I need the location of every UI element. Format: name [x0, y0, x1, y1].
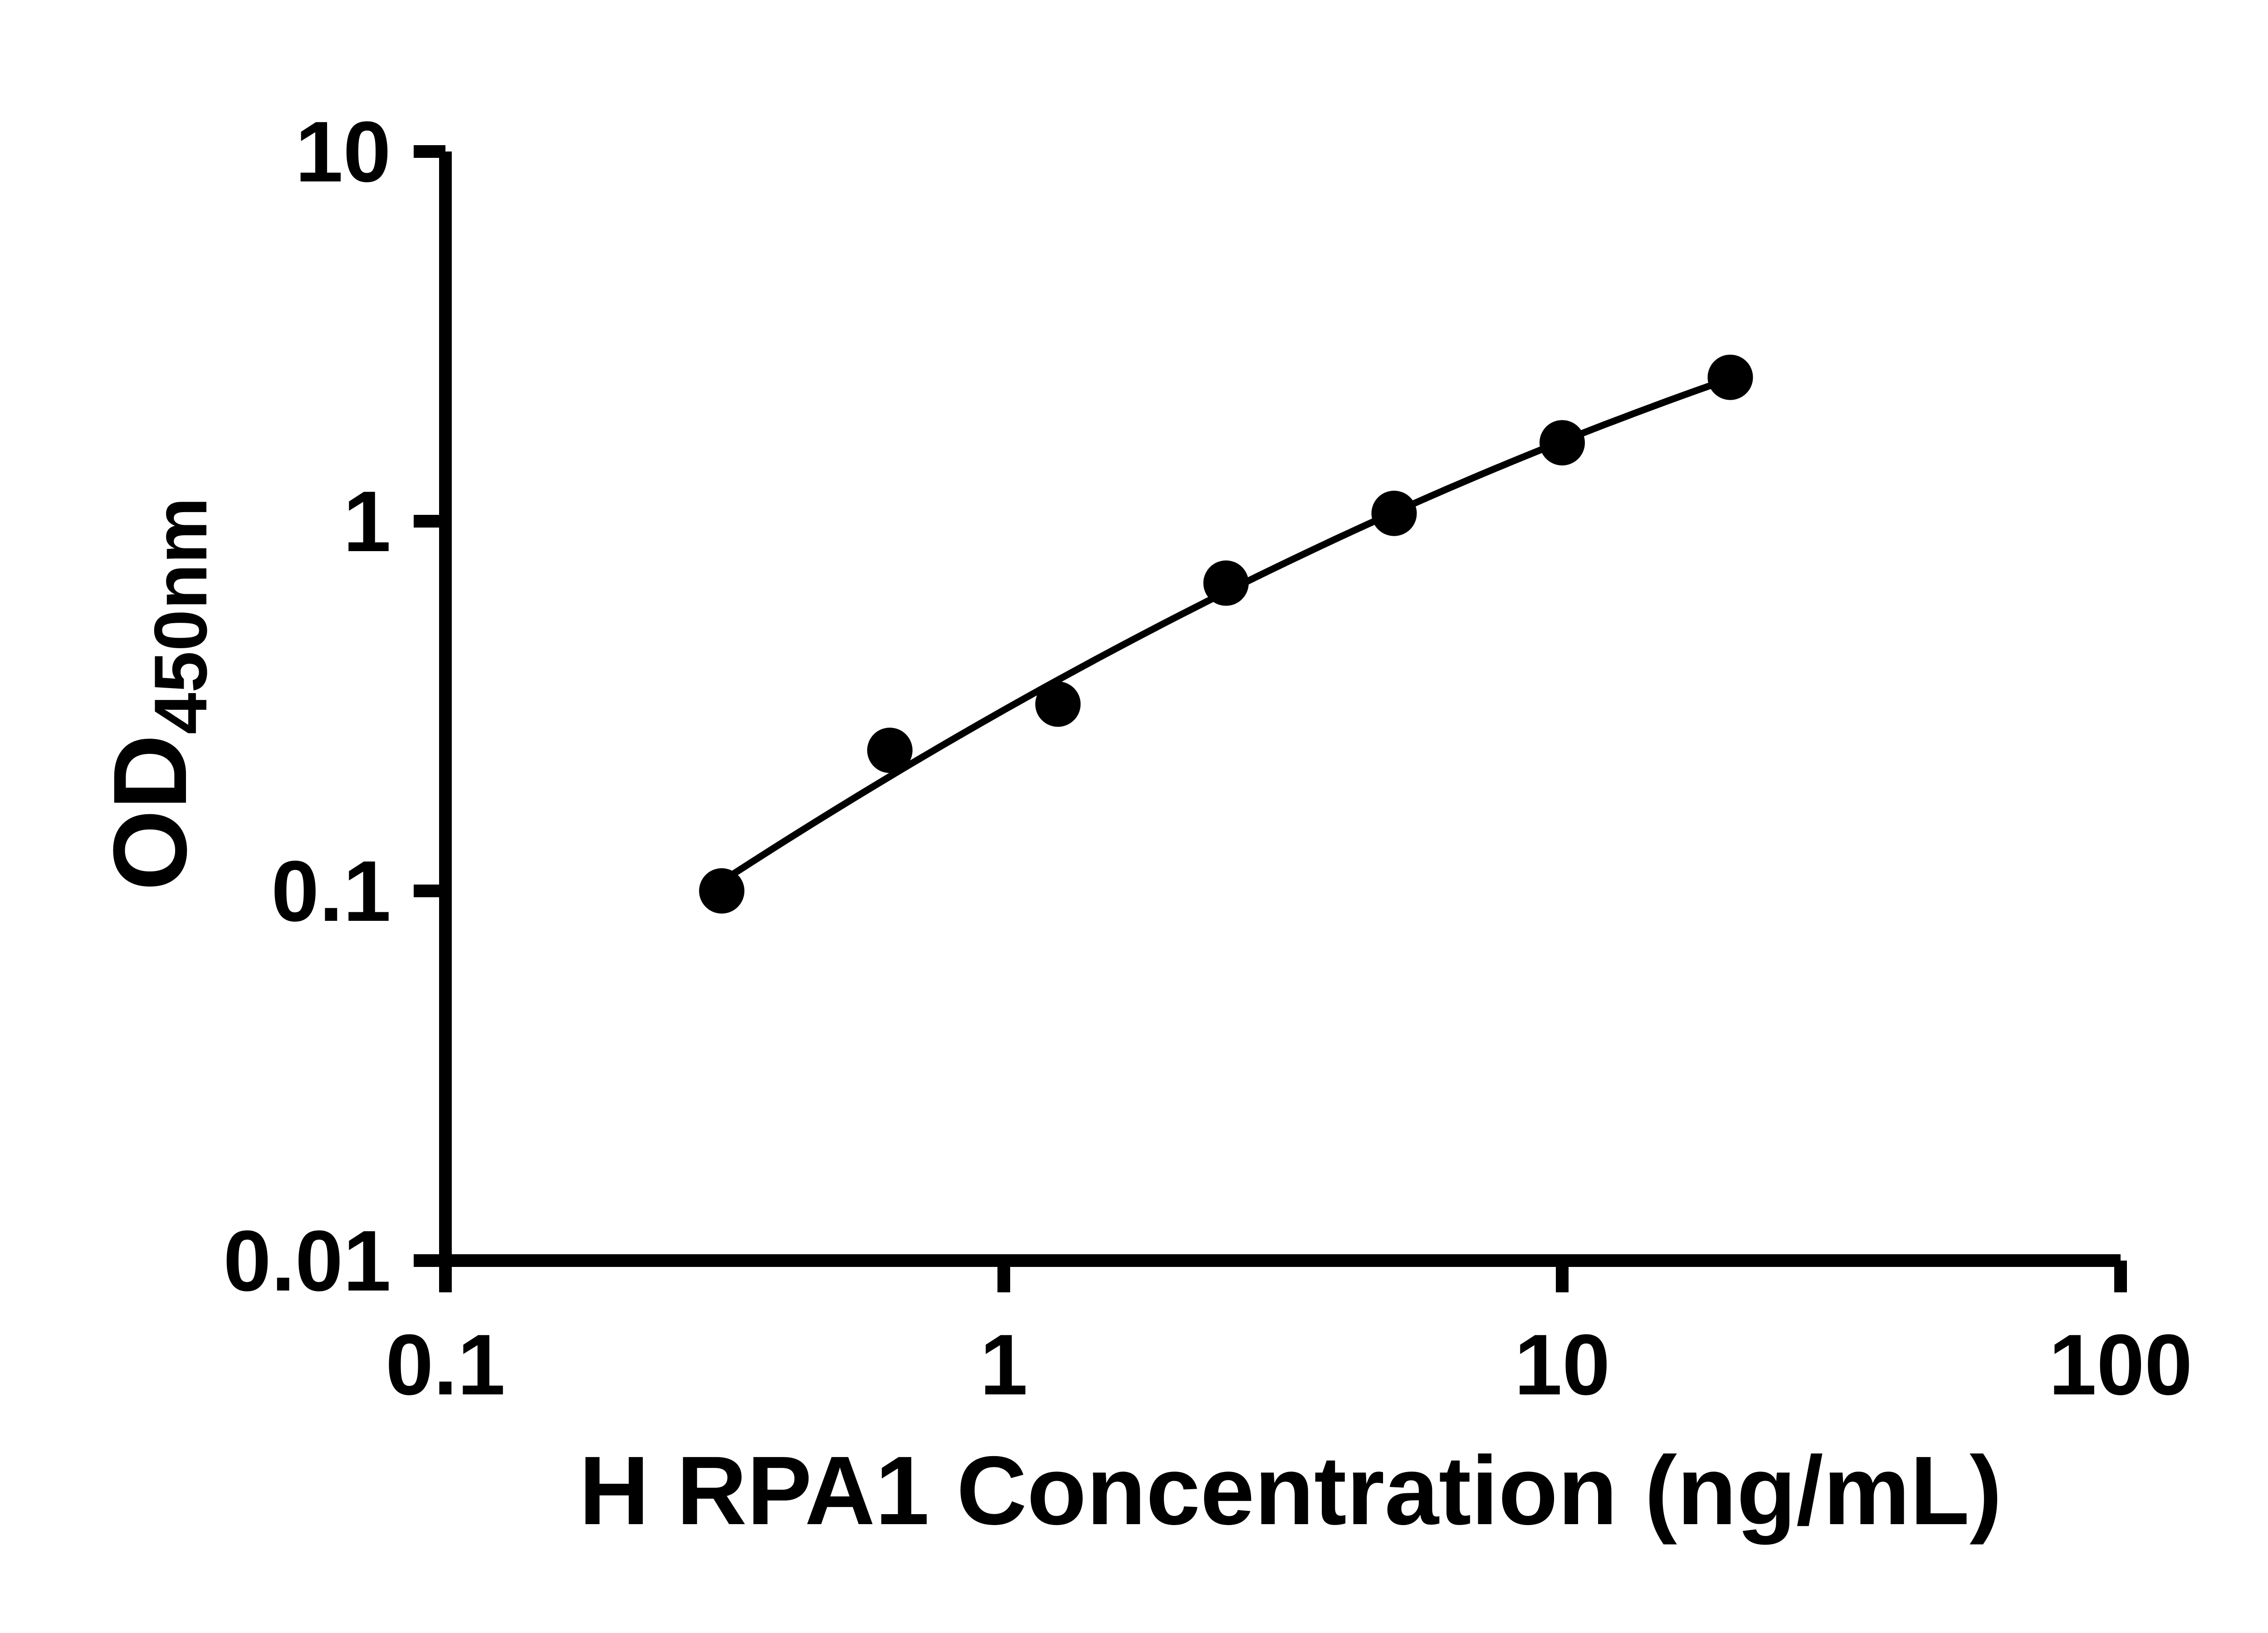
- x-tick-label: 1: [980, 1317, 1028, 1413]
- data-point: [867, 728, 913, 773]
- y-axis-title-sub: 450nm: [139, 497, 222, 734]
- data-point: [699, 868, 745, 914]
- data-point: [1540, 420, 1585, 466]
- y-tick-label: 1: [343, 474, 391, 570]
- x-tick-label: 10: [1514, 1317, 1610, 1413]
- x-tick-label: 100: [2048, 1317, 2192, 1413]
- x-tick-label: 0.1: [386, 1317, 505, 1413]
- y-tick-label: 0.01: [223, 1213, 391, 1309]
- data-point: [1707, 354, 1753, 400]
- y-tick-label: 10: [295, 104, 391, 200]
- data-point: [1371, 490, 1417, 536]
- y-tick-label: 0.1: [271, 843, 391, 939]
- x-axis-title: H RPA1 Concentration (ng/mL): [579, 1436, 2002, 1545]
- data-point: [1203, 560, 1249, 606]
- data-point: [1035, 681, 1081, 727]
- y-axis-title-main: OD: [92, 734, 208, 891]
- y-axis-title: OD450nm: [92, 497, 222, 891]
- axes: [439, 152, 2121, 1267]
